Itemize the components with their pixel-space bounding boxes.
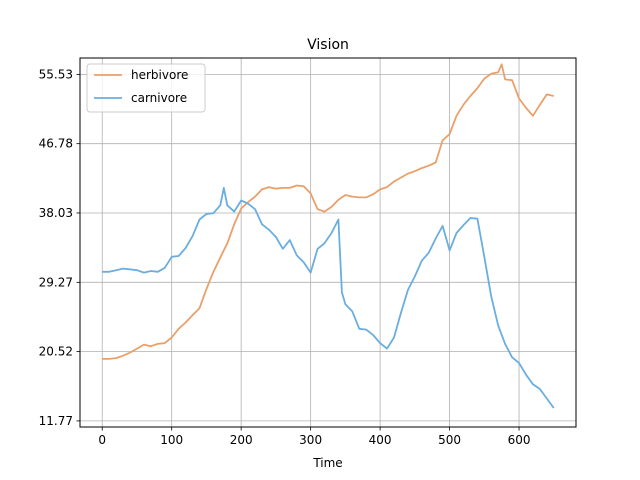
chart-title: Vision	[307, 37, 349, 53]
series-layer	[102, 63, 555, 409]
legend: herbivore carnivore	[86, 63, 206, 113]
plot-area	[80, 58, 576, 427]
y-tick-label: 55.53	[39, 67, 73, 81]
y-tick-label: 29.27	[39, 275, 73, 289]
y-tick-label: 46.78	[39, 137, 73, 151]
plot-frame	[79, 57, 577, 428]
x-tick-label: 200	[230, 433, 253, 447]
x-tick-label: 500	[438, 433, 461, 447]
y-tick-label: 38.03	[39, 206, 73, 220]
y-tick-label: 20.52	[39, 345, 73, 359]
carnivore-line	[102, 186, 555, 409]
x-tick-label: 300	[299, 433, 322, 447]
x-tick-label: 100	[160, 433, 183, 447]
legend-box	[86, 63, 206, 113]
x-tick-label: 600	[508, 433, 531, 447]
x-axis-label: Time	[312, 456, 342, 470]
axis-ticks: 0 100 200 300 400 500 600 11.77 20.52 29.27 38.03 4…	[39, 67, 531, 447]
herbivore-line	[102, 63, 555, 360]
x-tick-label: 0	[98, 433, 106, 447]
y-tick-label: 11.77	[39, 414, 73, 428]
grid-lines	[80, 58, 576, 427]
x-tick-label: 400	[369, 433, 392, 447]
legend-label-herbivore: herbivore	[131, 68, 188, 82]
legend-label-carnivore: carnivore	[131, 91, 187, 105]
